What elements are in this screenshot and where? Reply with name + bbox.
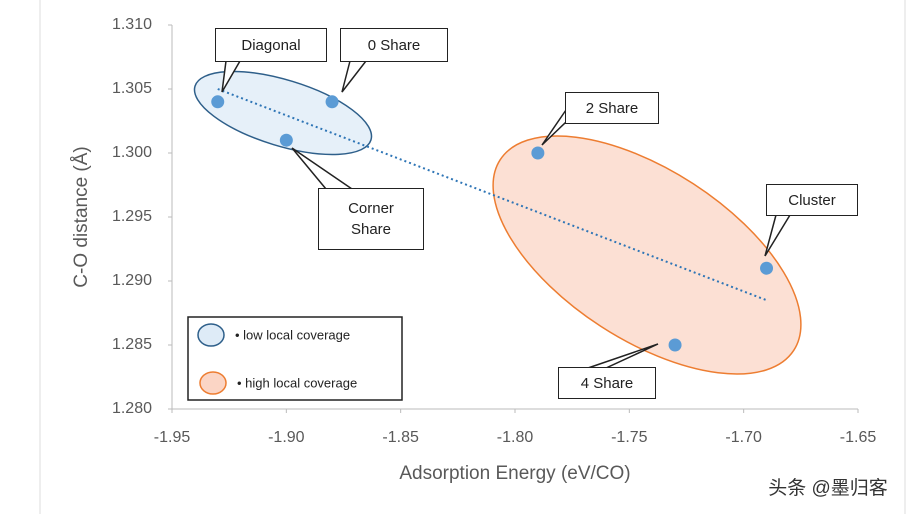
data-point [668, 338, 682, 352]
legend-label: • low local coverage [235, 327, 350, 342]
trendline [217, 88, 767, 302]
group-ellipse [193, 70, 373, 156]
legend-marker [199, 371, 227, 395]
x-tick-label: -1.95 [154, 429, 191, 446]
x-tick-label: -1.85 [382, 429, 419, 446]
callout-label: Cluster [766, 184, 858, 216]
y-tick-label: 1.305 [112, 80, 152, 97]
data-point [211, 95, 225, 109]
x-tick-label: -1.80 [497, 429, 534, 446]
y-axis-title: C-O distance (Å) [71, 146, 92, 287]
x-tick-label: -1.65 [840, 429, 877, 446]
data-point [531, 146, 545, 160]
callout-label: Corner Share [318, 188, 424, 250]
x-tick-label: -1.90 [268, 429, 305, 446]
callout-pointer [341, 60, 368, 93]
y-tick-label: 1.295 [112, 208, 152, 225]
callout-label: 0 Share [340, 28, 448, 62]
y-tick-label: 1.290 [112, 272, 152, 289]
data-point [325, 95, 339, 109]
x-axis-title: Adsorption Energy (eV/CO) [399, 463, 630, 484]
y-tick-label: 1.285 [112, 336, 152, 353]
data-point [279, 133, 293, 147]
x-tick-label: -1.75 [611, 429, 648, 446]
data-point [760, 261, 774, 275]
callout-pointer [764, 214, 792, 257]
y-tick-label: 1.280 [112, 400, 152, 417]
callout-pointer [587, 343, 659, 369]
callout-label: 4 Share [558, 367, 656, 399]
callout-label: 2 Share [565, 92, 659, 124]
callout-label: Diagonal [215, 28, 327, 62]
x-tick-label: -1.70 [725, 429, 762, 446]
y-tick-label: 1.300 [112, 144, 152, 161]
legend-marker [197, 323, 225, 347]
legend-label: • high local coverage [237, 375, 357, 390]
y-tick-label: 1.310 [112, 16, 152, 33]
watermark: 头条 @墨归客 [768, 477, 888, 499]
